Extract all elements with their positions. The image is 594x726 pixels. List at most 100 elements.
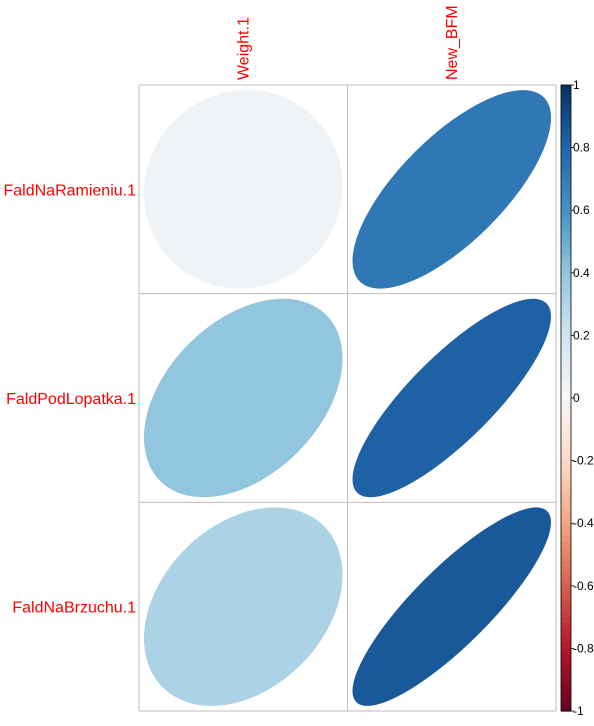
colorbar-segment bbox=[561, 141, 571, 149]
colorbar-segment bbox=[561, 210, 571, 218]
colorbar-segment bbox=[561, 322, 571, 330]
colorbar-segment bbox=[561, 629, 571, 637]
column-labels: Weight.1 New_BFM bbox=[235, 5, 461, 80]
colorbar-segment bbox=[561, 310, 571, 318]
colorbar-tick-label: 0 bbox=[573, 391, 580, 405]
correlation-ellipse bbox=[144, 298, 343, 498]
colorbar-segment bbox=[561, 416, 571, 424]
colorbar-segment bbox=[561, 673, 571, 681]
colorbar-segment bbox=[561, 254, 571, 261]
colorbar-segment bbox=[561, 135, 571, 142]
colorbar-segment bbox=[561, 235, 571, 243]
row-labels: FaldNaRamieniu.1 FaldPodLopatka.1 FaldNaBr… bbox=[3, 182, 136, 616]
row-label: FaldNaBrzuchu.1 bbox=[12, 600, 136, 617]
colorbar-segment bbox=[561, 304, 571, 311]
colorbar-segment bbox=[561, 516, 571, 524]
colorbar-segment bbox=[561, 454, 571, 462]
colorbar-segment bbox=[561, 479, 571, 487]
colorbar-segment bbox=[561, 579, 571, 587]
colorbar-tick-label: 0.6 bbox=[573, 203, 590, 217]
colorbar-segment bbox=[561, 366, 571, 374]
colorbar-segment bbox=[561, 679, 571, 687]
colorbar-segment bbox=[561, 197, 571, 205]
colorbar-segment bbox=[561, 504, 571, 512]
colorbar-segment bbox=[561, 172, 571, 180]
colorbar-segment bbox=[561, 667, 571, 675]
colorbar-tick-label: 1 bbox=[573, 78, 580, 92]
correlation-ellipse bbox=[143, 90, 343, 289]
colorbar-segment bbox=[561, 97, 571, 105]
colorbar-tick-label: -0.6 bbox=[573, 579, 594, 593]
colorbar-segment bbox=[561, 103, 571, 111]
colorbar-segment bbox=[561, 491, 571, 499]
colorbar-segment bbox=[561, 554, 571, 562]
colorbar-segment bbox=[561, 704, 571, 712]
colorbar-segment bbox=[561, 260, 571, 268]
colorbar-segment bbox=[561, 247, 571, 255]
colorbar-tick-label: -1 bbox=[573, 704, 584, 718]
colorbar-segment bbox=[561, 222, 571, 230]
colorbar-segment bbox=[561, 110, 571, 117]
colorbar-segment bbox=[561, 279, 571, 286]
colorbar-segment bbox=[561, 435, 571, 443]
colorbar-segment bbox=[561, 692, 571, 700]
column-label: New_BFM bbox=[444, 5, 461, 80]
colorbar-segment bbox=[561, 153, 571, 161]
colorbar-segment bbox=[561, 391, 571, 399]
colorbar-segment bbox=[561, 116, 571, 124]
colorbar-segment bbox=[561, 441, 571, 449]
colorbar: -1 -0.8 -0.6 -0.4 -0.2 0 0.2 0.4 0.6 0.8 1 bbox=[560, 78, 594, 718]
colorbar-segment bbox=[561, 610, 571, 618]
colorbar-segment bbox=[561, 272, 571, 280]
colorbar-tick-label: 0.8 bbox=[573, 141, 590, 155]
row-label: FaldNaRamieniu.1 bbox=[3, 182, 136, 199]
colorbar-segment bbox=[561, 535, 571, 543]
colorbar-tick-label: 0.4 bbox=[573, 266, 590, 280]
colorbar-segment bbox=[561, 623, 571, 631]
correlation-ellipse bbox=[352, 298, 551, 498]
colorbar-segment bbox=[561, 510, 571, 518]
row-label: FaldPodLopatka.1 bbox=[6, 391, 136, 408]
colorbar-tick-label: -0.8 bbox=[573, 641, 594, 655]
colorbar-segment bbox=[561, 122, 571, 130]
colorbar-segment bbox=[561, 203, 571, 211]
colorbar-segment bbox=[561, 185, 571, 193]
colorbar-segment bbox=[561, 573, 571, 581]
colorbar-tick-label: 0.2 bbox=[573, 328, 590, 342]
colorbar-tick-label: -0.4 bbox=[573, 516, 594, 530]
colorbar-segment bbox=[561, 85, 571, 92]
colorbar-segment bbox=[561, 529, 571, 537]
column-label: Weight.1 bbox=[235, 17, 252, 80]
colorbar-tick-label: -0.2 bbox=[573, 454, 594, 468]
colorbar-segment bbox=[561, 241, 571, 249]
colorbar-segment bbox=[561, 598, 571, 606]
colorbar-segment bbox=[561, 160, 571, 167]
colorbar-segment bbox=[561, 654, 571, 662]
colorbar-segment bbox=[561, 635, 571, 643]
colorbar-segment bbox=[561, 372, 571, 380]
colorbar-segment bbox=[561, 548, 571, 556]
colorbar-segment bbox=[561, 347, 571, 355]
colorbar-segment bbox=[561, 604, 571, 612]
colorbar-segment bbox=[561, 191, 571, 199]
colorbar-segment bbox=[561, 341, 571, 349]
correlation-ellipse bbox=[352, 507, 551, 706]
colorbar-segment bbox=[561, 297, 571, 305]
grid-layer bbox=[138, 84, 557, 712]
colorbar-segment bbox=[561, 379, 571, 387]
colorbar-segment bbox=[561, 410, 571, 418]
colorbar-segment bbox=[561, 429, 571, 437]
colorbar-segment bbox=[561, 360, 571, 368]
colorbar-segment bbox=[561, 498, 571, 506]
colorbar-segment bbox=[561, 560, 571, 568]
colorbar-segment bbox=[561, 398, 571, 405]
colorbar-segment bbox=[561, 567, 571, 574]
colorbar-segment bbox=[561, 166, 571, 174]
colorbar-segment bbox=[561, 460, 571, 468]
colorbar-segment bbox=[561, 266, 571, 274]
colorbar-segment bbox=[561, 617, 571, 624]
colorbar-segment bbox=[561, 291, 571, 299]
colorbar-segment bbox=[561, 473, 571, 480]
colorbar-segment bbox=[561, 660, 571, 668]
